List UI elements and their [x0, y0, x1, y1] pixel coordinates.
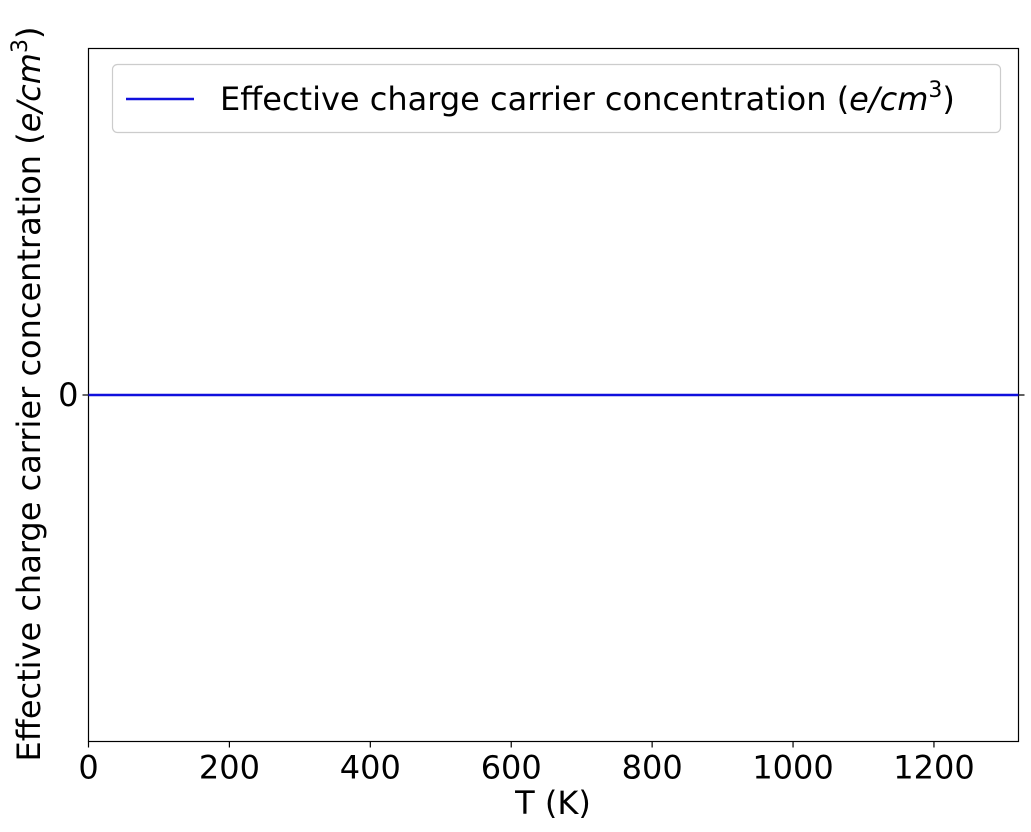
x-tick-label: 400	[340, 749, 401, 787]
y-axis-ticks: 0	[58, 376, 89, 414]
legend: Effective charge carrier concentration (…	[111, 63, 1002, 134]
legend-label-suffix: )	[942, 80, 954, 118]
legend-box	[111, 63, 1002, 134]
y-tick-label: 0	[58, 376, 78, 414]
x-tick-label: 1200	[893, 749, 974, 787]
x-axis-ticks: 0 200 400 600 800 1000 1200	[78, 741, 975, 787]
x-tick-label: 600	[481, 749, 542, 787]
y-axis-label-math: e/cm	[10, 53, 48, 132]
legend-label-prefix: Effective charge carrier concentration (	[220, 80, 849, 118]
x-tick-label: 1000	[752, 749, 833, 787]
y-axis-label-superscript: 3	[8, 39, 33, 53]
legend-label-superscript: 3	[928, 78, 942, 103]
x-tick-label: 800	[622, 749, 683, 787]
y-axis-label: Effective charge carrier concentration (…	[8, 27, 48, 762]
y-axis-label-suffix: )	[10, 27, 48, 39]
legend-entry-label: Effective charge carrier concentration (…	[220, 78, 955, 118]
legend-label-math: e/cm	[849, 80, 928, 118]
x-axis-label: T (K)	[514, 784, 591, 822]
x-tick-label: 0	[78, 749, 98, 787]
y-axis-label-prefix: Effective charge carrier concentration (	[10, 132, 48, 761]
x-tick-label: 200	[199, 749, 260, 787]
